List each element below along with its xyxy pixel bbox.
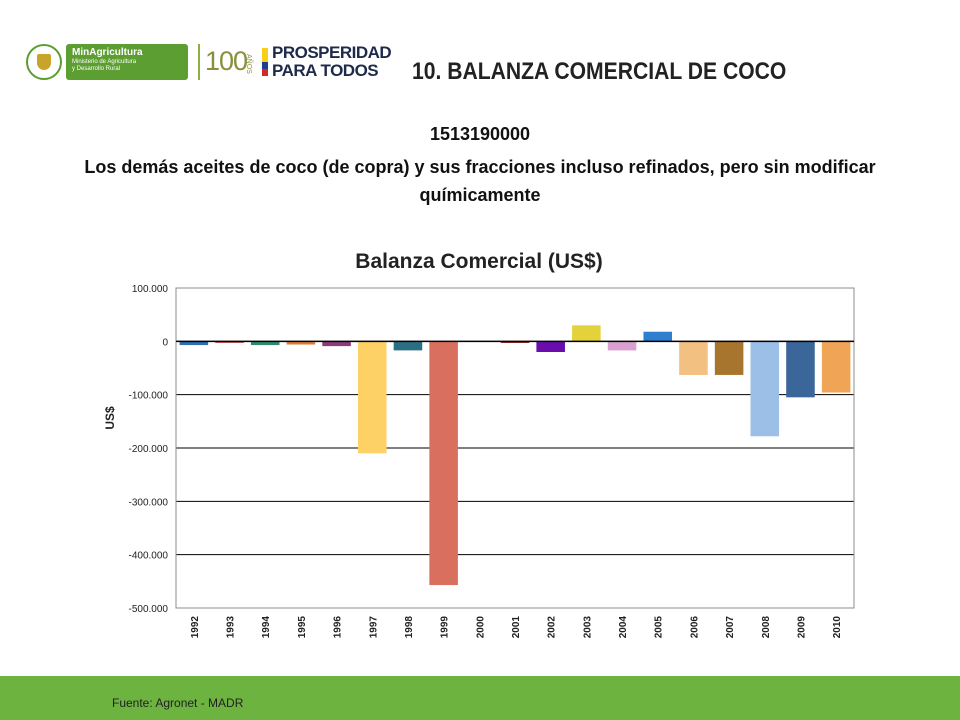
x-tick-label: 2002 [547,616,558,639]
y-tick-label: -200.000 [129,444,169,455]
y-axis-ticks: 100.000 0 -100.000 -200.000 -300.000 -400.000… [129,284,169,615]
bar-2010 [821,341,851,393]
bar-2007 [714,341,744,375]
hundred-years-logo: 100 [205,46,248,76]
x-tick-label: 2000 [475,616,486,639]
bar-2002 [536,341,565,352]
minagricultura-logo: MinAgricultura Ministerio de Agricultura… [66,44,188,80]
bar-1998 [393,341,423,351]
ministry-subtitle-2: y Desarrollo Rural [72,66,121,72]
ministry-subtitle-1: Ministerio de Agricultura [72,59,137,65]
y-tick-label: -300.000 [129,497,169,508]
trade-balance-chart: Balanza Comercial (US$) US$ 100.000 0 -100… [103,250,855,639]
x-tick-label: 2008 [761,616,772,639]
x-tick-label: 2005 [654,616,665,639]
bar-2006 [679,341,708,375]
x-axis-ticks: 1992 1993 1994 1995 1996 1997 1998 1999 2000 2001… [190,616,843,639]
y-tick-label: -500.000 [129,604,169,615]
anos-label: AÑOS [245,54,252,74]
x-tick-label: 1995 [297,616,308,639]
product-code: 1513190000 [429,124,531,144]
x-tick-label: 1999 [440,616,451,639]
plot-frame [175,287,855,609]
x-tick-label: 1993 [226,616,237,639]
x-tick-label: 2001 [511,616,522,639]
ministry-name: MinAgricultura [72,47,143,58]
x-tick-label: 1992 [190,616,201,639]
source-note: Fuente: Agronet - MADR [112,696,244,710]
colombia-coat-of-arms-icon [26,44,62,80]
bar-1994 [250,341,280,346]
slide-title: 10. BALANZA COMERCIAL DE COCO [412,58,787,85]
x-tick-label: 1998 [404,616,415,639]
x-tick-label: 2010 [832,616,843,639]
footer-bar [0,676,960,720]
y-tick-label: -400.000 [129,551,169,562]
prosperidad-logo: PROSPERIDAD PARA TODOS [272,43,392,80]
logo-separator [198,44,200,80]
bar-2009 [786,341,815,398]
bar-2008 [750,341,780,437]
bar-2004 [607,341,637,351]
bar-1995 [286,341,316,345]
chart-bars [179,325,851,586]
chart-grid [176,287,854,609]
bar-1996 [322,341,351,347]
x-tick-label: 2004 [618,616,629,639]
bar-1997 [357,341,387,454]
x-tick-label: 1997 [368,616,379,639]
bar-2001 [500,341,530,343]
y-tick-label: -100.000 [129,391,169,402]
chart-title: Balanza Comercial (US$) [355,250,602,273]
y-tick-label: 100.000 [132,284,169,295]
x-tick-label: 2009 [796,616,807,639]
prosperidad-line-1: PROSPERIDAD [272,43,392,62]
bar-1992 [179,341,209,346]
bar-2005 [643,331,673,342]
prosperidad-line-2: PARA TODOS [272,61,379,80]
x-tick-label: 1994 [261,616,272,639]
x-tick-label: 2003 [582,616,593,639]
bar-2003 [572,325,601,342]
product-description: Los demás aceites de coco (de copra) y s… [84,157,876,205]
colombia-flag-icon [262,48,268,76]
x-tick-label: 1996 [333,616,344,639]
x-tick-label: 2007 [725,616,736,639]
bar-1993 [215,341,244,343]
x-tick-label: 2006 [689,616,700,639]
header-logos: MinAgricultura Ministerio de Agricultura… [22,40,392,84]
y-axis-label: US$ [103,406,117,430]
y-tick-label: 0 [162,337,168,348]
bar-1999 [429,341,458,586]
